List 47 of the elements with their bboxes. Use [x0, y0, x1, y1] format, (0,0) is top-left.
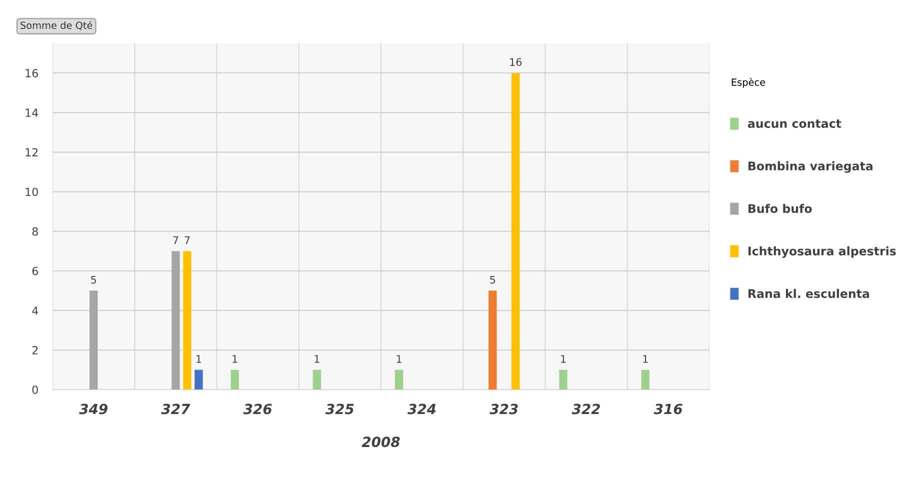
x-tick-label: 324	[408, 404, 436, 414]
y-tick-label: 0	[32, 386, 38, 394]
data-label: 1	[643, 355, 648, 363]
bar	[488, 290, 497, 390]
data-label: 1	[314, 355, 320, 363]
legend-label: Bufo bufo	[748, 204, 812, 213]
y-tick-label: 2	[32, 346, 38, 354]
y-tick-label: 8	[32, 227, 38, 236]
y-tick-label: 4	[32, 306, 38, 315]
data-label: 5	[91, 276, 96, 284]
y-tick-label: 6	[32, 266, 38, 276]
y-tick-label: 12	[26, 148, 38, 156]
x-tick-label: 327	[161, 404, 190, 414]
x-tick-label: 326	[243, 404, 272, 414]
x-tick-label: 316	[654, 404, 682, 414]
x-tick-label: 349	[79, 404, 108, 414]
x-tick-label: 325	[325, 404, 354, 414]
data-label: 7	[173, 236, 178, 244]
data-label: 1	[196, 355, 202, 363]
y-tick-label: 16	[26, 68, 38, 78]
bar	[312, 370, 322, 390]
x-axis-title: 2008	[362, 436, 400, 448]
bar	[512, 72, 520, 390]
data-label: 7	[184, 236, 190, 244]
bar	[172, 251, 180, 390]
data-label: 5	[490, 276, 496, 284]
x-tick-label: 322	[572, 404, 600, 414]
bar	[559, 370, 568, 390]
bar	[89, 290, 98, 390]
y-tick-label: 14	[26, 108, 38, 117]
legend-label: Ichthyosaura alpestris	[748, 246, 896, 258]
legend-label: Rana kl. esculenta	[748, 288, 870, 298]
bar	[641, 370, 650, 390]
text: Somme de Qté	[20, 21, 92, 30]
data-label: 1	[396, 355, 402, 363]
bar	[394, 370, 404, 390]
data-label: 1	[232, 355, 238, 363]
data-label: 1	[561, 355, 566, 363]
bar	[194, 370, 203, 390]
bar	[230, 370, 239, 390]
legend-title: Espèce	[732, 78, 766, 88]
legend-label: Bombina variegata	[748, 161, 872, 173]
legend-label: aucun contact	[748, 119, 842, 128]
x-tick-label: 323	[490, 404, 518, 414]
data-label: 16	[510, 58, 522, 66]
bar	[183, 251, 192, 390]
y-tick-label: 10	[26, 188, 38, 196]
